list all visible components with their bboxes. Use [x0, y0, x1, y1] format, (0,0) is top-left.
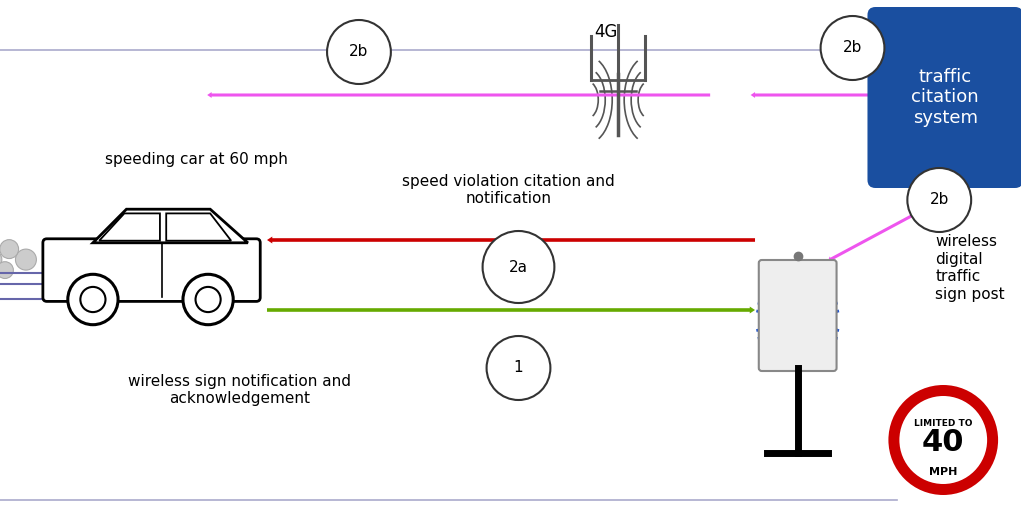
Circle shape [196, 287, 220, 312]
Text: speed violation citation and
notification: speed violation citation and notificatio… [402, 174, 614, 206]
Text: 40: 40 [922, 428, 965, 457]
Circle shape [327, 20, 391, 84]
Text: speeding car at 60 mph: speeding car at 60 mph [104, 153, 288, 167]
Circle shape [486, 336, 550, 400]
FancyBboxPatch shape [867, 7, 1023, 188]
Circle shape [889, 385, 998, 495]
FancyBboxPatch shape [759, 260, 837, 371]
Text: LIMITED TO: LIMITED TO [914, 419, 973, 428]
Circle shape [80, 287, 105, 312]
Polygon shape [99, 214, 160, 241]
Polygon shape [93, 209, 248, 243]
Circle shape [68, 275, 118, 325]
Text: 2b: 2b [930, 192, 949, 208]
Text: 2b: 2b [843, 40, 862, 56]
Text: wireless sign notification and
acknowledgement: wireless sign notification and acknowled… [128, 374, 351, 406]
Text: 2b: 2b [349, 45, 369, 59]
FancyBboxPatch shape [43, 239, 260, 302]
Circle shape [183, 275, 233, 325]
Text: 4G: 4G [595, 23, 617, 41]
Circle shape [0, 250, 2, 269]
Circle shape [899, 396, 987, 484]
Text: 2a: 2a [509, 260, 528, 275]
Circle shape [15, 249, 37, 270]
Text: traffic
citation
system: traffic citation system [911, 68, 979, 127]
Circle shape [907, 168, 971, 232]
Circle shape [820, 16, 885, 80]
Circle shape [482, 231, 554, 303]
Text: MPH: MPH [929, 467, 957, 477]
Circle shape [0, 262, 13, 278]
Text: wireless
digital
traffic
sign post: wireless digital traffic sign post [935, 234, 1005, 302]
Polygon shape [166, 214, 231, 241]
Circle shape [0, 240, 18, 259]
Text: 1: 1 [514, 360, 523, 375]
